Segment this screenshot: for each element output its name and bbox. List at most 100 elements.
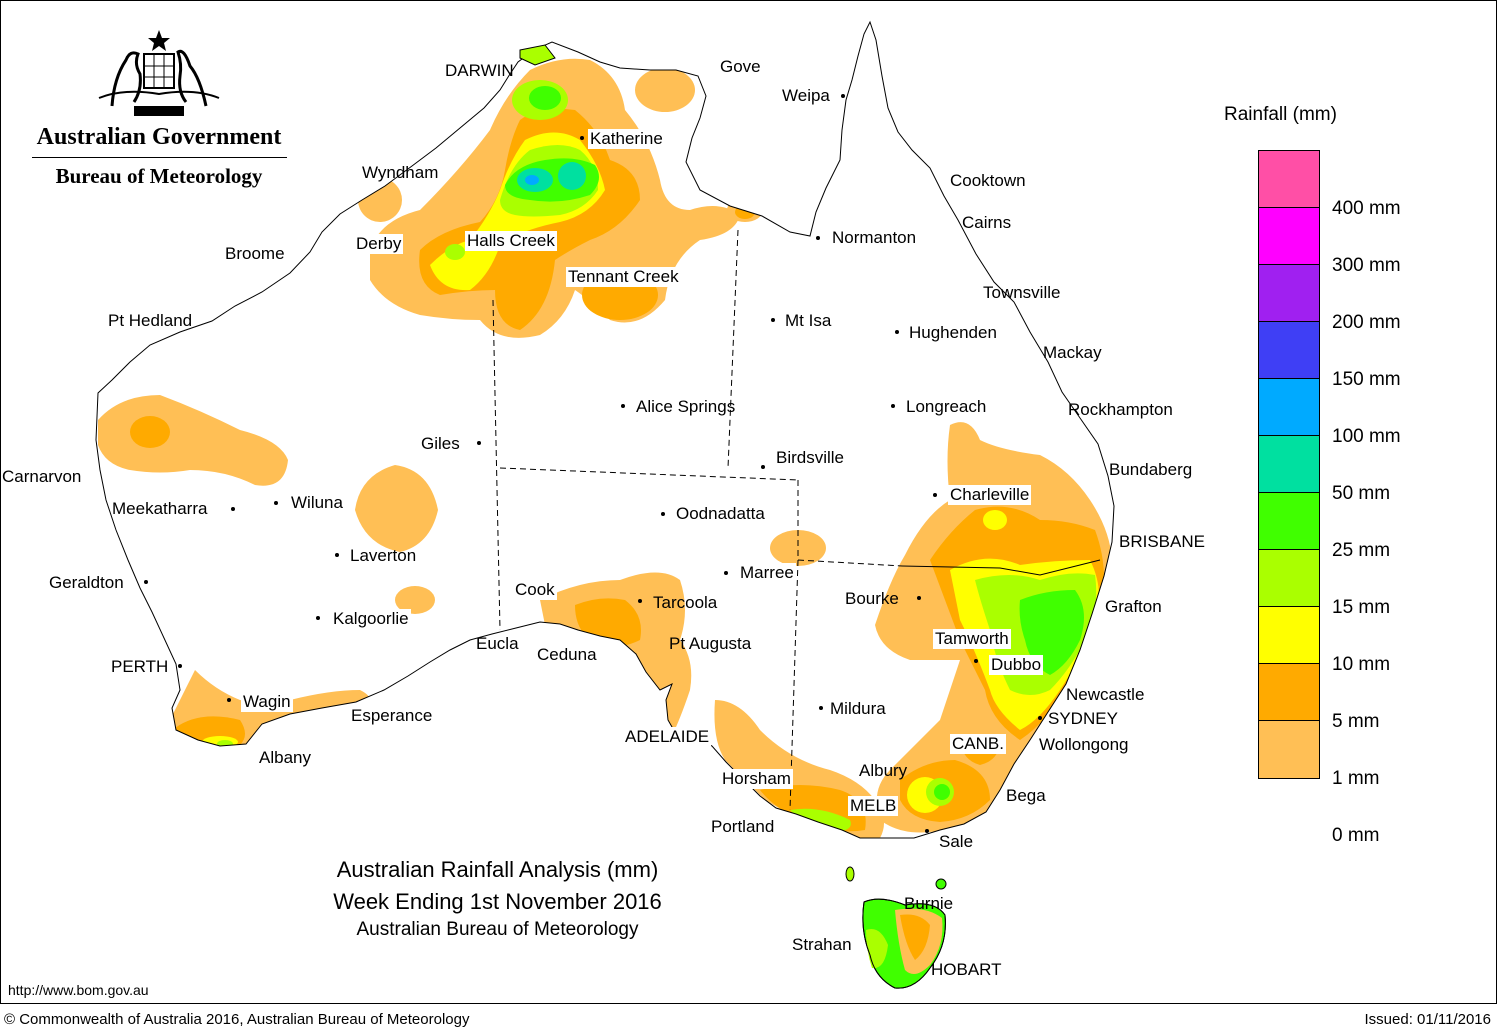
place-albany: Albany (259, 748, 311, 767)
legend-label: 400 mm (1332, 198, 1401, 219)
place-pt-hedland: Pt Hedland (108, 311, 193, 330)
place-melbourne: MELB (848, 796, 899, 816)
map-title-line3: Australian Bureau of Meteorology (356, 919, 639, 940)
legend-swatch (1259, 436, 1319, 493)
map-title-line2: Week Ending 1st November 2016 (333, 889, 662, 914)
place-carnarvon: Carnarvon (2, 467, 82, 486)
place-townsville: Townsville (983, 283, 1061, 302)
place-charleville: Charleville (948, 485, 1032, 505)
place-mackay: Mackay (1043, 343, 1102, 362)
place-cook: Cook (513, 580, 557, 600)
place-bundaberg: Bundaberg (1109, 460, 1193, 479)
place-longreach: Longreach (906, 397, 987, 416)
legend-title: Rainfall (mm) (1224, 104, 1337, 125)
place-broome: Broome (225, 244, 285, 263)
place-bega: Bega (1006, 786, 1046, 805)
place-kalgoorlie: Kalgoorlie (331, 609, 411, 629)
place-birdsville: Birdsville (776, 448, 845, 467)
place-laverton: Laverton (350, 546, 417, 565)
place-gove: Gove (720, 57, 761, 76)
legend-swatch (1259, 379, 1319, 436)
place-albury: Albury (859, 761, 908, 780)
legend-swatch (1259, 664, 1319, 721)
place-esperance: Esperance (351, 706, 433, 725)
legend-swatch (1259, 550, 1319, 607)
place-sale: Sale (939, 832, 974, 851)
place-derby: Derby (354, 234, 404, 254)
place-halls-creek: Halls Creek (465, 231, 557, 251)
place-tennant-creek: Tennant Creek (566, 267, 681, 287)
place-grafton: Grafton (1105, 597, 1162, 616)
australia-mainland (96, 22, 1114, 838)
place-tarcoola: Tarcoola (653, 593, 718, 612)
place-tamworth: Tamworth (933, 629, 1011, 649)
legend-label: 200 mm (1332, 312, 1401, 333)
place-mildura: Mildura (830, 699, 886, 718)
place-strahan: Strahan (792, 935, 852, 954)
legend-swatch (1259, 607, 1319, 664)
coat-of-arms-icon (98, 30, 220, 116)
place-alice-springs: Alice Springs (636, 397, 736, 416)
place-cooktown: Cooktown (950, 171, 1026, 190)
legend-label: 100 mm (1332, 426, 1401, 447)
place-geraldton: Geraldton (49, 573, 124, 592)
place-katherine: Katherine (588, 129, 665, 149)
place-canberra: CANB. (950, 734, 1006, 754)
legend-label: 10 mm (1332, 654, 1391, 675)
state-borders (492, 229, 903, 811)
place-mt-isa: Mt Isa (785, 311, 832, 330)
legend-swatch (1259, 151, 1319, 208)
legend-label: 25 mm (1332, 540, 1391, 561)
place-pt-augusta: Pt Augusta (669, 634, 752, 653)
legend-swatch (1259, 721, 1319, 778)
footer-url[interactable]: http://www.bom.gov.au (8, 982, 149, 998)
rainfall-map (95, 20, 1115, 989)
place-hughenden: Hughenden (909, 323, 997, 342)
place-burnie: Burnie (904, 894, 954, 913)
place-perth: PERTH (111, 657, 169, 676)
town-markers (144, 94, 1042, 833)
legend-color-bar (1258, 150, 1320, 779)
place-wagin: Wagin (241, 692, 293, 712)
place-horsham: Horsham (720, 769, 793, 789)
legend-label: 0 mm (1332, 825, 1380, 846)
legend-label: 300 mm (1332, 255, 1401, 276)
bureau-title: Bureau of Meteorology (55, 164, 263, 188)
place-sydney: SYDNEY (1048, 709, 1118, 728)
legend-swatch (1259, 493, 1319, 550)
place-darwin: DARWIN (445, 61, 514, 80)
place-hobart: HOBART (931, 960, 1002, 979)
place-wyndham: Wyndham (362, 163, 439, 182)
place-adelaide: ADELAIDE (623, 727, 712, 747)
place-dubbo: Dubbo (989, 655, 1044, 675)
government-title: Australian Government (36, 124, 282, 150)
footer-copyright: © Commonwealth of Australia 2016, Austra… (4, 1011, 470, 1028)
place-bourke: Bourke (845, 589, 899, 608)
footer-issued-date: Issued: 01/11/2016 (1364, 1011, 1492, 1028)
legend-swatch (1259, 265, 1319, 322)
legend-label: 15 mm (1332, 597, 1391, 618)
place-weipa: Weipa (782, 86, 830, 105)
place-eucla: Eucla (476, 634, 519, 653)
government-logo: Australian Government Bureau of Meteorol… (25, 28, 293, 189)
legend-label: 50 mm (1332, 483, 1391, 504)
place-marree: Marree (738, 563, 796, 583)
place-rockhampton: Rockhampton (1068, 400, 1173, 419)
place-ceduna: Ceduna (537, 645, 597, 664)
legend-label: 1 mm (1332, 768, 1380, 789)
map-frame (0, 0, 1497, 1004)
place-normanton: Normanton (832, 228, 917, 247)
map-title: Australian Rainfall Analysis (mm) Week E… (270, 856, 725, 942)
place-meekatharra: Meekatharra (112, 499, 208, 518)
place-wollongong: Wollongong (1039, 735, 1129, 754)
place-giles: Giles (421, 434, 460, 453)
legend-label: 150 mm (1332, 369, 1401, 390)
map-title-line1: Australian Rainfall Analysis (mm) (336, 857, 659, 882)
place-oodnadatta: Oodnadatta (676, 504, 765, 523)
place-newcastle: Newcastle (1066, 685, 1145, 704)
logo-divider (31, 157, 287, 158)
place-portland: Portland (711, 817, 775, 836)
legend-swatch (1259, 322, 1319, 379)
legend-label: 5 mm (1332, 711, 1380, 732)
place-wiluna: Wiluna (291, 493, 343, 512)
